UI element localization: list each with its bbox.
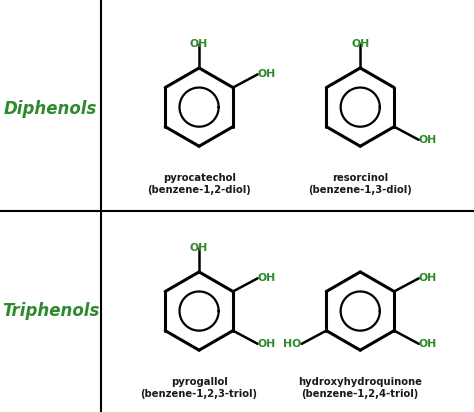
Text: Triphenols: Triphenols [2,302,100,320]
Text: OH: OH [419,339,437,349]
Text: OH: OH [190,39,208,49]
Text: OH: OH [258,273,276,283]
Text: OH: OH [351,39,369,49]
Text: hydroxyhydroquinone
(benzene-1,2,4-triol): hydroxyhydroquinone (benzene-1,2,4-triol… [298,377,422,399]
Text: HO: HO [283,339,301,349]
Text: Diphenols: Diphenols [4,100,97,118]
Text: OH: OH [190,243,208,253]
Text: resorcinol
(benzene-1,3-diol): resorcinol (benzene-1,3-diol) [309,173,412,195]
Text: pyrogallol
(benzene-1,2,3-triol): pyrogallol (benzene-1,2,3-triol) [141,377,257,399]
Text: OH: OH [258,69,276,80]
Text: pyrocatechol
(benzene-1,2-diol): pyrocatechol (benzene-1,2-diol) [147,173,251,195]
Text: OH: OH [419,135,437,145]
Text: OH: OH [419,273,437,283]
Text: OH: OH [258,339,276,349]
